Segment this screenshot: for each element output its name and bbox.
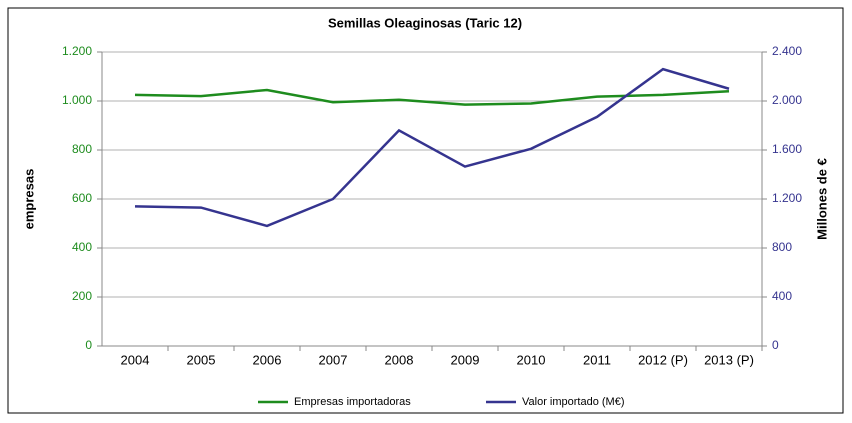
y2-axis-title: Millones de € bbox=[814, 158, 829, 240]
y2-tick-label: 400 bbox=[772, 289, 792, 303]
x-tick-label: 2013 (P) bbox=[704, 352, 754, 367]
y-axis-title: empresas bbox=[21, 169, 36, 230]
line bbox=[134, 88, 730, 106]
x-tick-label: 2005 bbox=[187, 352, 216, 367]
y2-tick-label: 2.000 bbox=[772, 93, 802, 107]
y-tick-label: 600 bbox=[72, 191, 92, 205]
x-tick-label: 2009 bbox=[451, 352, 480, 367]
x-tick-label: 2006 bbox=[253, 352, 282, 367]
legend-label: Empresas importadoras bbox=[294, 396, 411, 408]
y-tick-label: 1.000 bbox=[62, 93, 92, 107]
legend-label: Valor importado (M€) bbox=[522, 396, 625, 408]
x-tick-label: 2007 bbox=[319, 352, 348, 367]
x-tick-label: 2011 bbox=[583, 352, 611, 367]
y-tick-label: 400 bbox=[72, 240, 92, 254]
y2-tick-label: 1.600 bbox=[772, 142, 802, 156]
y2-tick-label: 800 bbox=[772, 240, 792, 254]
chart-title: Semillas Oleaginosas (Taric 12) bbox=[328, 15, 522, 30]
y-tick-label: 0 bbox=[85, 338, 92, 352]
y2-tick-label: 2.400 bbox=[772, 44, 802, 58]
x-tick-label: 2012 (P) bbox=[638, 352, 688, 367]
y-tick-label: 800 bbox=[72, 142, 92, 156]
x-tick-label: 2008 bbox=[385, 352, 414, 367]
x-tick-label: 2004 bbox=[121, 352, 150, 367]
y2-tick-label: 1.200 bbox=[772, 191, 802, 205]
y-tick-label: 200 bbox=[72, 289, 92, 303]
y-tick-label: 1.200 bbox=[62, 44, 92, 58]
y2-tick-label: 0 bbox=[772, 338, 779, 352]
x-tick-label: 2010 bbox=[517, 352, 546, 367]
line bbox=[134, 67, 730, 228]
